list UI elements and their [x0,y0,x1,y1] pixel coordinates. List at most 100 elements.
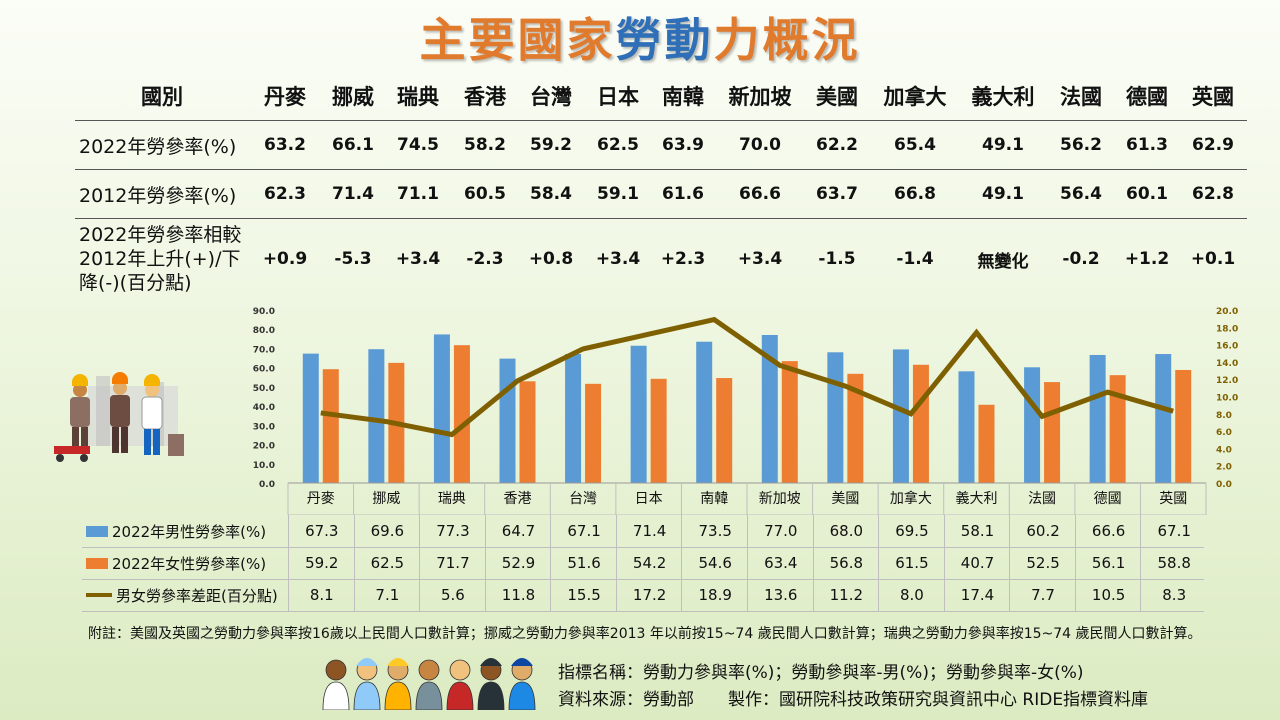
bar-male [1024,367,1041,483]
data-table-value: 58.1 [943,515,1011,547]
x-tick-label: 台灣 [569,491,597,507]
y-right-tick-label: 12.0 [1216,376,1238,386]
data-table-value: 71.4 [615,515,683,547]
data-table-value: 15.5 [550,579,617,611]
data-table-value: 66.6 [1074,515,1142,547]
bar-male [696,341,713,483]
y-right-tick-label: 18.0 [1216,324,1238,334]
data-table-value: 52.5 [1009,547,1076,579]
data-table-value: 77.0 [747,515,814,547]
data-table-row-female: 2022年女性勞參率(%) 59.2 62.5 71.7 52.9 51.6 54.2 54… [82,547,1204,580]
data-table-value: 8.1 [288,579,355,611]
value-change-1: -5.3 [334,249,372,269]
value-2012-3: 60.5 [464,184,506,204]
data-table-value: 5.6 [419,579,486,611]
bar-female [519,381,536,483]
data-table-value: 11.2 [812,579,880,611]
title-part-4: 概況 [762,13,861,67]
x-tick-label: 日本 [635,491,663,507]
y-right-tick-label: 2.0 [1216,463,1232,473]
construction-workers-illustration [54,372,184,462]
value-2012-1: 71.4 [332,184,374,204]
bar-female [716,378,733,483]
legend-gap: 男女勞參率差距(百分點) [86,579,278,611]
header-country-11: 法國 [1060,85,1102,109]
bar-male [433,334,450,483]
bar-female [912,364,929,483]
bar-male [302,353,319,483]
value-2012-7: 66.6 [739,184,781,204]
data-table-value: 69.5 [878,515,945,547]
bar-female [1109,375,1126,483]
x-tick-label: 德國 [1094,491,1122,507]
value-change-3: -2.3 [466,249,504,269]
data-table-value: 62.5 [353,547,421,579]
value-change-5: +3.4 [595,249,641,269]
meta-info: 指標名稱：勞動力參與率(%)；勞動參與率-男(%)；勞動參與率-女(%) 資料來… [558,660,1148,714]
value-2022-11: 56.2 [1060,135,1102,155]
data-table-value: 56.8 [812,547,880,579]
data-table-value: 64.7 [484,515,552,547]
header-country-6: 南韓 [662,85,704,109]
row-2022-label: 2022年勞參率(%) [79,135,237,158]
data-table-value: 59.2 [288,547,355,579]
value-2012-11: 56.4 [1060,184,1102,204]
legend-female: 2022年女性勞參率(%) [86,547,266,579]
bar-male [892,349,909,483]
title-part-3: 力 [713,13,763,67]
workers-people-illustration [322,658,536,710]
data-table-value: 67.1 [550,515,617,547]
value-2022-4: 59.2 [530,135,572,155]
data-table-value: 60.2 [1009,515,1076,547]
y-left-tick-label: 50.0 [253,384,275,394]
x-tick-label: 英國 [1159,490,1187,507]
data-table-value: 8.0 [878,579,945,611]
person-head [418,659,440,681]
value-2022-8: 62.2 [816,135,858,155]
data-table-value: 73.5 [681,515,748,547]
data-table-value: 58.8 [1140,547,1207,579]
value-change-11: -0.2 [1062,249,1100,269]
row-change-label: 2022年勞參率相較2012年上升(+)/下降(-)(百分點) [79,224,242,294]
y-right-tick-label: 6.0 [1216,428,1232,438]
header-country-13: 英國 [1192,85,1234,109]
person-body [477,681,505,710]
y-left-tick-label: 70.0 [253,345,275,355]
bar-female [1175,369,1192,483]
legend-label-gap: 男女勞參率差距(百分點) [116,586,278,605]
legend-swatch-gap [86,593,112,597]
bar-female [585,383,602,483]
bar-female [978,404,995,483]
bar-male [958,371,975,483]
value-2022-9: 65.4 [894,135,936,155]
value-2012-8: 63.7 [816,184,858,204]
gap-line [320,316,1174,438]
header-country-9: 加拿大 [883,85,947,109]
data-table-value: 67.3 [288,515,355,547]
header-country-2: 瑞典 [397,85,439,109]
data-table-value: 8.3 [1140,579,1207,611]
value-2022-13: 62.9 [1192,135,1234,155]
person-body [384,681,412,710]
data-table-row-male: 2022年男性勞參率(%) 67.3 69.6 77.3 64.7 67.1 71.4 73… [82,515,1204,548]
value-change-10: 無變化 [977,251,1029,272]
y-right-tick-label: 10.0 [1216,394,1238,404]
value-change-13: +0.1 [1190,249,1236,269]
bar-male [565,354,582,483]
y-left-tick-label: 80.0 [253,326,275,336]
bar-female [781,361,798,483]
value-2022-12: 61.3 [1126,135,1168,155]
data-table-value: 18.9 [681,579,748,611]
data-table-value: 71.7 [419,547,486,579]
y-left-tick-label: 30.0 [253,422,275,432]
summary-row-2022: 2022年勞參率(%) 63.2 66.1 74.5 58.2 59.2 62.5 63.9… [75,120,1247,170]
labor-participation-chart: 0.0 10.0 20.0 30.0 40.0 50.0 60.0 70.0 80.0 90.0 0… [253,307,1238,515]
x-tick-label: 瑞典 [438,491,466,507]
y-right-tick-label: 20.0 [1216,307,1238,317]
person-body [353,681,381,710]
value-2022-7: 70.0 [739,135,781,155]
data-table-value: 17.2 [615,579,683,611]
bar-male [827,352,844,483]
x-tick-label: 挪威 [372,491,400,507]
title-part-1: 主要國家 [419,13,616,67]
